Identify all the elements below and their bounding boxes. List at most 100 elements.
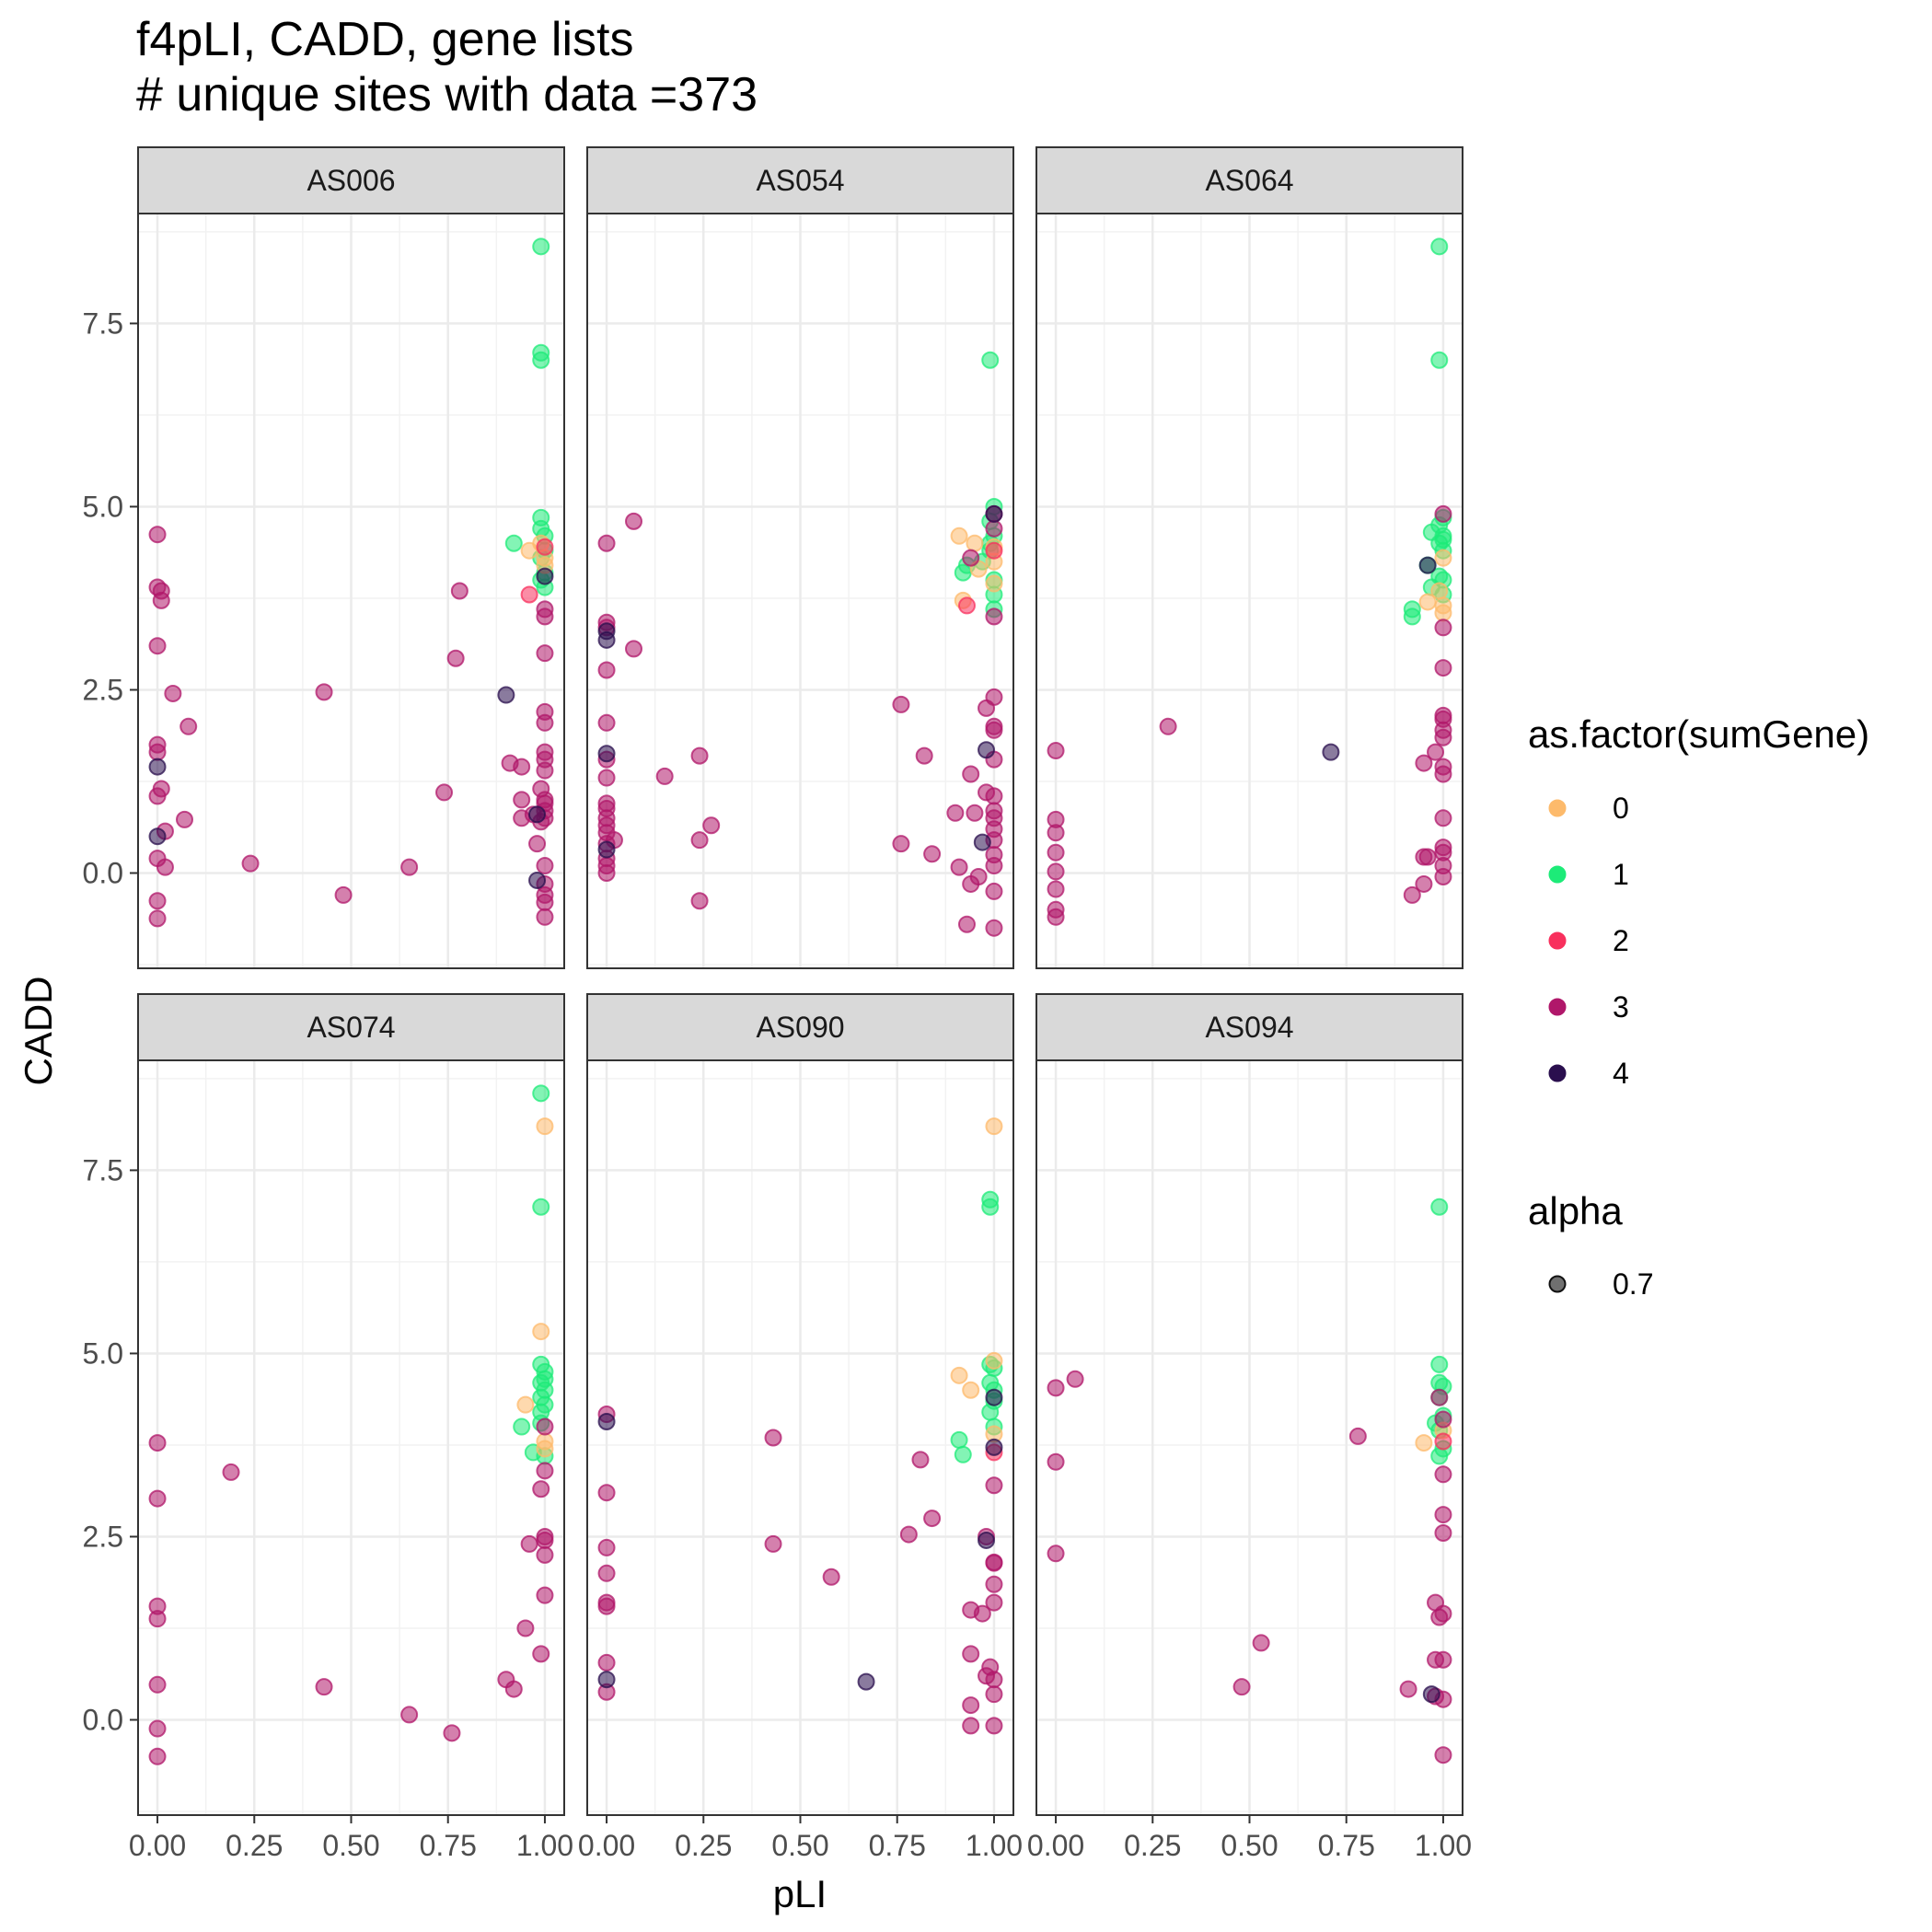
data-point: [985, 1438, 1003, 1456]
data-point: [536, 644, 554, 663]
facet-panel-as064: AS064: [1035, 146, 1463, 969]
data-point: [528, 835, 547, 853]
data-point: [513, 1417, 531, 1436]
data-point: [520, 1534, 538, 1553]
data-point: [1434, 659, 1452, 677]
data-point: [962, 1696, 980, 1715]
data-point: [435, 783, 454, 802]
data-point: [1434, 1523, 1452, 1542]
data-point: [950, 1366, 968, 1384]
chart-title-line-1: f4pLI, CADD, gene lists: [136, 13, 633, 66]
data-point: [985, 857, 1003, 875]
data-point: [1066, 1370, 1084, 1388]
data-point: [536, 1545, 554, 1564]
data-point: [597, 1564, 616, 1582]
data-point: [985, 541, 1003, 560]
facet-strip: [137, 993, 565, 1061]
data-point: [923, 845, 942, 863]
data-point: [1159, 717, 1177, 735]
color-legend-title: as.factor(sumGene): [1528, 712, 1869, 756]
data-point: [950, 858, 968, 876]
data-point: [148, 743, 167, 761]
x-tick-label: 0.75: [1318, 1829, 1375, 1862]
data-point: [764, 1534, 782, 1553]
data-point: [1399, 1680, 1417, 1698]
data-point: [597, 864, 616, 883]
legend-label: 0.7: [1613, 1267, 1653, 1301]
data-point: [536, 1531, 554, 1549]
data-point: [962, 1645, 980, 1663]
data-point: [536, 908, 554, 926]
y-tick-label: 5.0: [83, 1336, 123, 1370]
data-point: [1418, 848, 1437, 866]
data-point: [1232, 1678, 1251, 1696]
data-point: [156, 858, 174, 876]
data-point: [981, 1403, 1000, 1421]
facet-strip-label: AS054: [756, 164, 844, 197]
data-point: [536, 1586, 554, 1604]
facet-strip-label: AS094: [1205, 1011, 1293, 1044]
data-point: [985, 1593, 1003, 1612]
data-point: [532, 351, 550, 369]
data-point: [148, 1747, 167, 1765]
data-point: [532, 1084, 550, 1103]
data-point: [148, 758, 167, 776]
data-point: [148, 909, 167, 928]
data-point: [962, 874, 980, 893]
data-point: [1047, 1544, 1065, 1563]
x-tick-label: 0.00: [578, 1829, 635, 1862]
data-point: [532, 237, 550, 256]
alpha-legend-title: alpha: [1528, 1189, 1623, 1232]
data-point: [148, 1719, 167, 1738]
facet-panel-as094: AS094 0.00 0.25 0.50 0.75 1.00: [1027, 993, 1472, 1862]
data-point: [1434, 530, 1452, 549]
data-point: [241, 854, 260, 873]
data-point: [1047, 843, 1065, 862]
data-point: [536, 607, 554, 626]
data-point: [1415, 1434, 1433, 1452]
facet-strip: [586, 993, 1014, 1061]
data-point: [597, 631, 616, 649]
data-point: [148, 1434, 167, 1452]
data-point: [625, 640, 643, 658]
facet-panels: AS006 0.0 2.5 5.0 7.5 AS054 AS064 AS074 0.0 2.5 5.…: [83, 146, 1472, 1862]
data-point: [690, 892, 709, 910]
data-point: [973, 833, 991, 851]
data-point: [1047, 742, 1065, 760]
data-point: [957, 915, 976, 933]
data-point: [400, 858, 419, 876]
data-point: [655, 767, 674, 785]
data-point: [1422, 1685, 1440, 1704]
data-point: [597, 661, 616, 679]
y-axis-title: CADD: [17, 976, 60, 1085]
data-point: [1415, 754, 1433, 772]
data-point: [962, 1717, 980, 1735]
x-tick-label: 0.50: [1221, 1829, 1278, 1862]
data-point: [1434, 1746, 1452, 1764]
data-point: [985, 1575, 1003, 1593]
data-point: [536, 761, 554, 780]
data-point: [597, 1412, 616, 1430]
data-point: [532, 1645, 550, 1663]
legend-key: [1548, 998, 1567, 1016]
data-point: [690, 746, 709, 765]
data-point: [857, 1672, 875, 1691]
data-point: [148, 1489, 167, 1508]
data-point: [1434, 1432, 1452, 1451]
data-point: [985, 519, 1003, 538]
data-point: [597, 1597, 616, 1615]
legend-label: 4: [1613, 1057, 1629, 1090]
data-point: [1434, 619, 1452, 637]
data-point: [978, 699, 996, 717]
data-point: [597, 1538, 616, 1556]
data-point: [985, 1476, 1003, 1495]
data-point: [1430, 1447, 1449, 1465]
y-tick-label: 5.0: [83, 490, 123, 523]
legend-label: 2: [1613, 924, 1629, 957]
data-point: [966, 804, 984, 822]
data-point: [962, 549, 980, 567]
data-point: [1430, 1608, 1449, 1626]
data-point: [148, 526, 167, 544]
data-point: [597, 1484, 616, 1502]
legend-key: [1548, 1275, 1567, 1293]
